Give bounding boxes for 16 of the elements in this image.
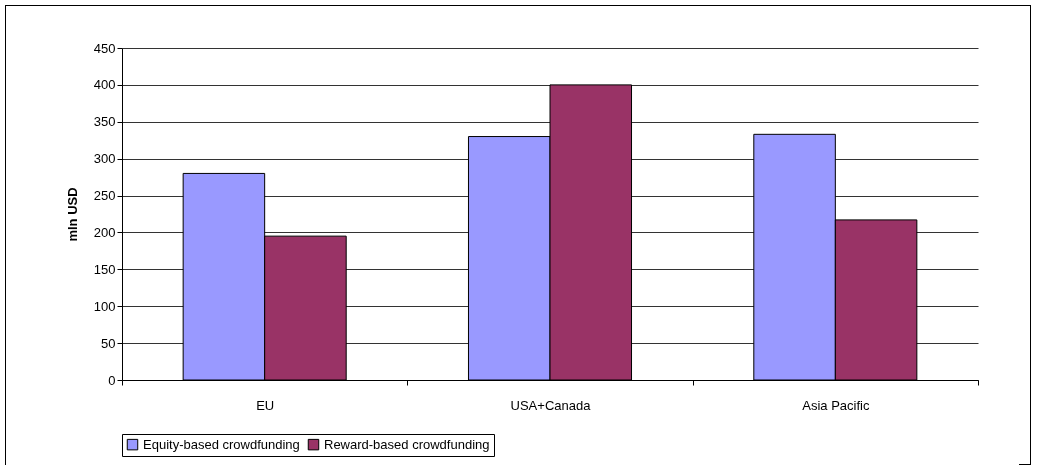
x-tick-label: EU xyxy=(256,397,275,413)
y-tick-label: 200 xyxy=(93,224,116,240)
y-tick-label: 350 xyxy=(93,114,116,130)
y-tick-label: 100 xyxy=(93,298,116,314)
y-tick-label: 0 xyxy=(108,372,116,388)
y-tick-label: 250 xyxy=(93,188,116,204)
x-tick-label: Asia Pacific xyxy=(802,397,870,413)
y-tick-label: 300 xyxy=(93,151,116,167)
y-tick-label: 50 xyxy=(101,335,116,351)
legend-label: Equity-based crowdfunding xyxy=(143,436,300,452)
y-tick-label: 400 xyxy=(93,77,116,93)
legend-label: Reward-based crowdfunding xyxy=(324,436,490,452)
y-tick-label: 150 xyxy=(93,261,116,277)
y-tick-label: 450 xyxy=(93,40,116,56)
x-tick-label: USA+Canada xyxy=(510,397,592,413)
y-axis-title: mln USD xyxy=(64,187,80,242)
